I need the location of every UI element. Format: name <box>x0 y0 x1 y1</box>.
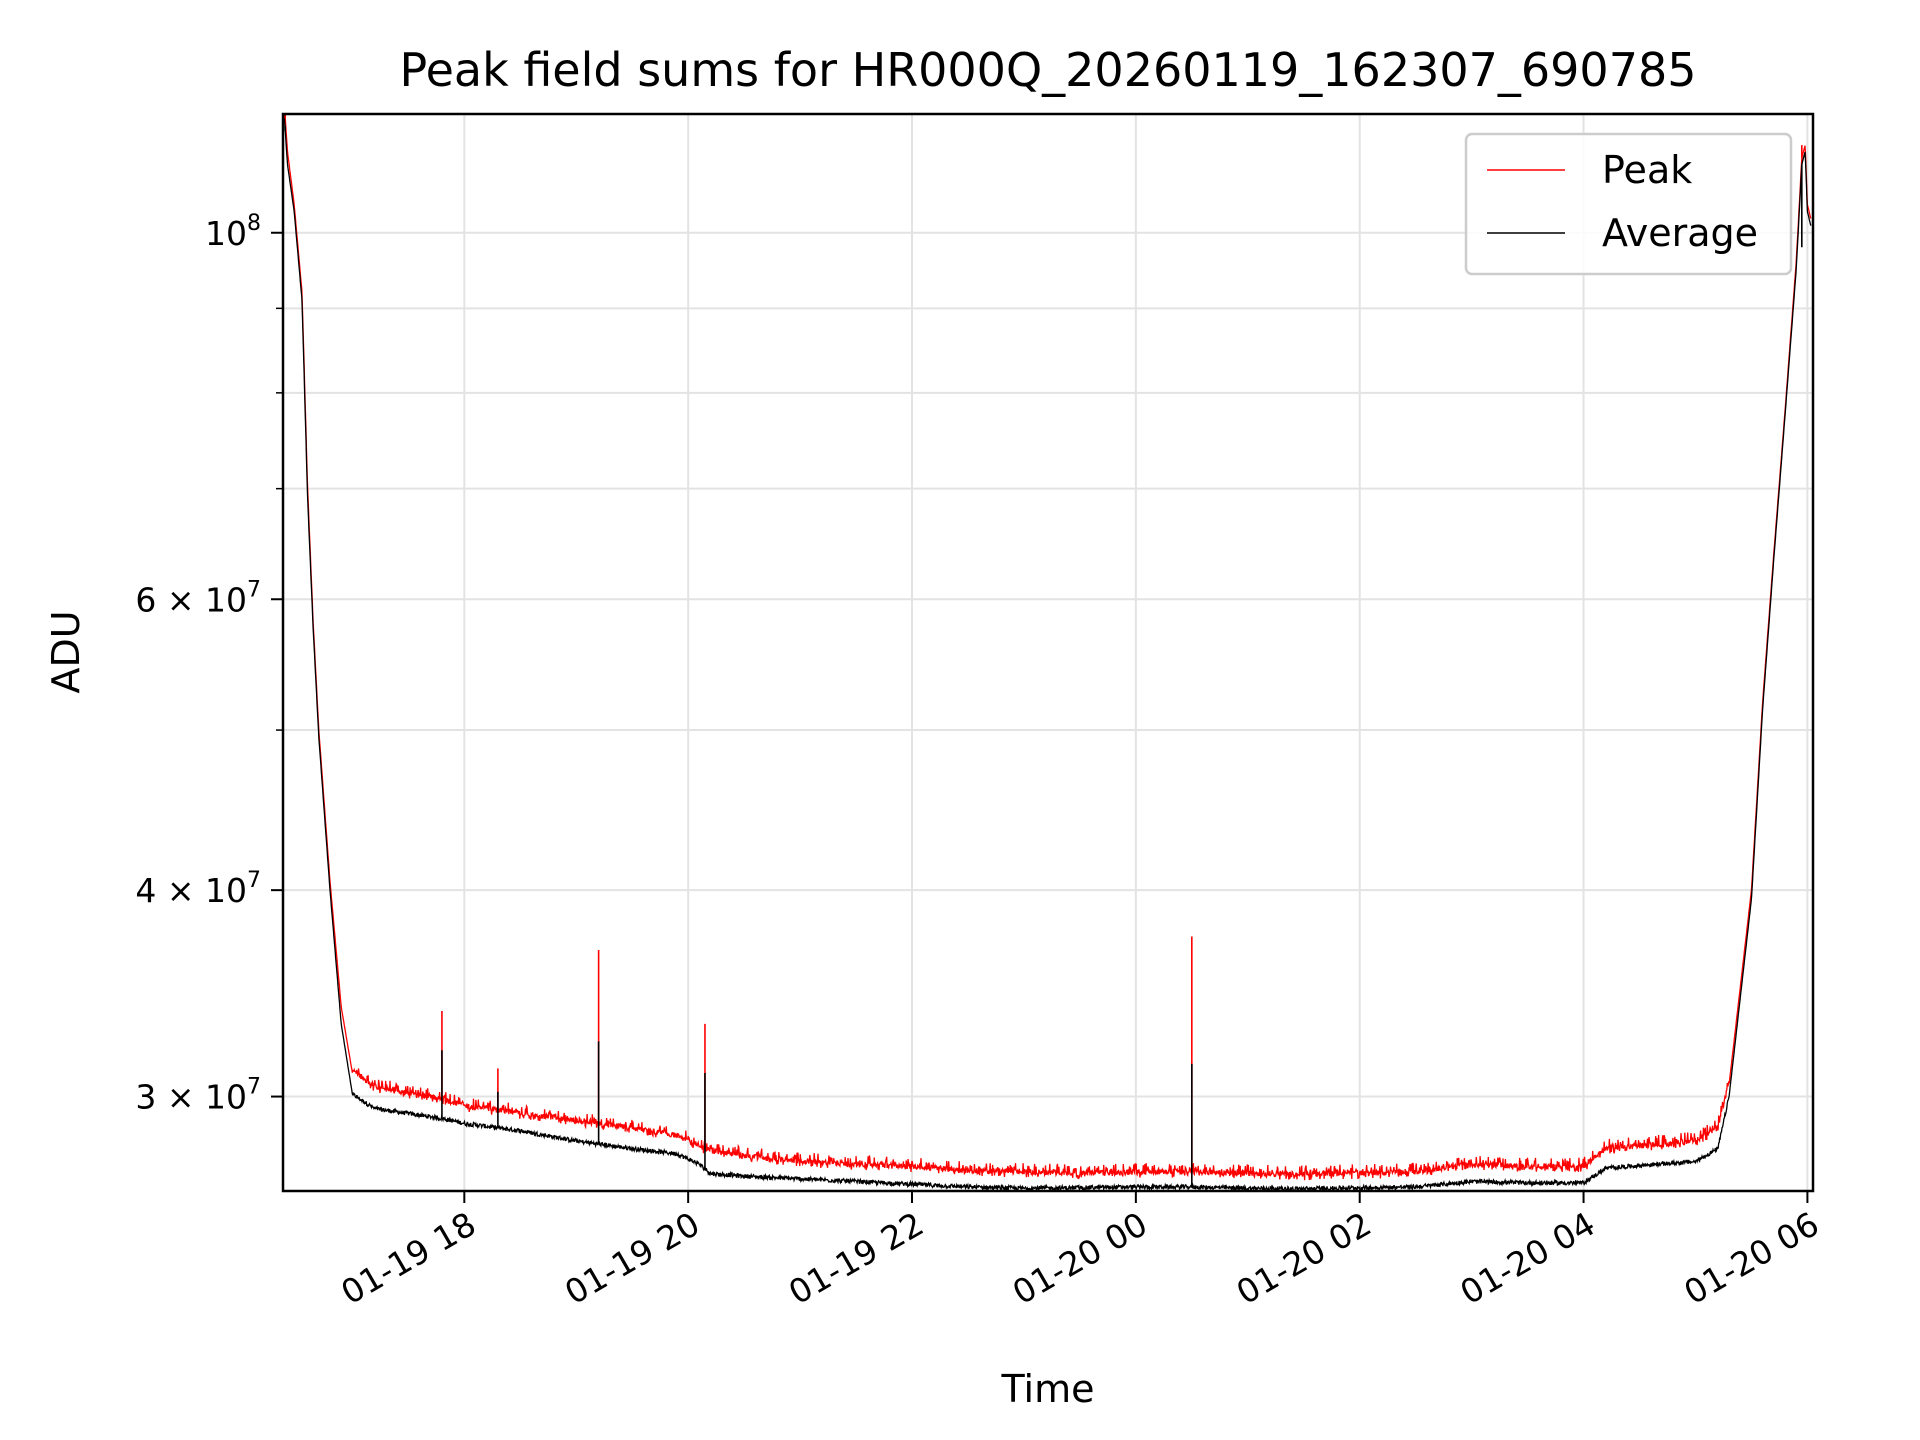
y-tick-label: 108 <box>205 211 261 253</box>
y-tick-label: 6 × 107 <box>135 577 261 619</box>
y-tick-label: 3 × 107 <box>135 1075 261 1117</box>
chart-title: Peak field sums for HR000Q_20260119_1623… <box>399 43 1696 97</box>
legend: Peak Average <box>1464 132 1793 276</box>
y-axis-label: ADU <box>44 610 88 693</box>
plot-frame <box>281 112 1815 1193</box>
series-layer <box>283 114 1812 1191</box>
x-axis-label: Time <box>1001 1367 1095 1411</box>
legend-peak-label: Peak <box>1602 148 1692 192</box>
grid-layer <box>283 114 1813 1191</box>
y-tick-label: 4 × 107 <box>135 868 261 910</box>
series-average-line <box>283 114 1812 1191</box>
legend-average-label: Average <box>1602 211 1758 255</box>
series-peak-line <box>284 114 1812 1181</box>
legend-box <box>1464 132 1793 276</box>
